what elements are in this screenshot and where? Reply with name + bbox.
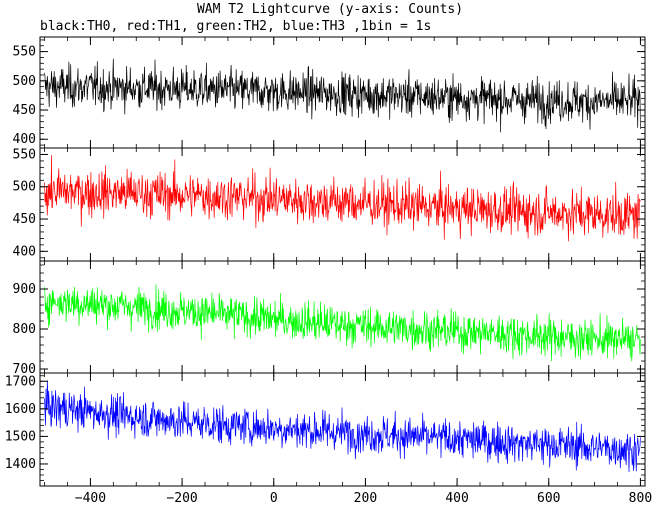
y-tick-label: 550 xyxy=(13,147,36,162)
y-tick-label: 1700 xyxy=(5,374,36,389)
series-line-th2 xyxy=(44,284,641,362)
series-line-th3 xyxy=(44,380,641,473)
panels-group: 4004505005504004505005507008009001400150… xyxy=(5,36,646,487)
y-tick-label: 500 xyxy=(13,74,36,89)
y-tick-label: 400 xyxy=(13,244,36,259)
y-tick-label: 800 xyxy=(13,322,36,337)
x-tick-label: −400 xyxy=(75,491,106,505)
panel-th0: 400 450 500 550 xyxy=(13,36,646,149)
y-tick-label: 1500 xyxy=(5,429,36,444)
y-tick-label: 700 xyxy=(13,362,36,377)
y-tick-label: 550 xyxy=(13,45,36,60)
x-tick-label: −200 xyxy=(166,491,197,505)
y-tick-label: 1600 xyxy=(5,402,36,417)
x-tick-label: 200 xyxy=(354,491,377,505)
y-tick-label: 450 xyxy=(13,103,36,118)
panel-th1: 400 450 500 550 xyxy=(13,147,646,262)
y-tick-label: 1400 xyxy=(5,457,36,472)
x-tick-label: 800 xyxy=(629,491,652,505)
y-tick-label: 450 xyxy=(13,212,36,227)
series-line-th1 xyxy=(44,155,641,242)
x-axis: −400 −200 0 200 400 600 800 xyxy=(75,491,652,505)
y-tick-label: 400 xyxy=(13,132,36,147)
panel-th3: 1400 1500 1600 1700 xyxy=(5,372,646,487)
y-tick-label: 500 xyxy=(13,180,36,195)
series-line-th0 xyxy=(44,58,641,133)
x-tick-label: 600 xyxy=(537,491,560,505)
x-tick-label: 0 xyxy=(270,491,278,505)
panel-th2: 700 800 900 xyxy=(13,260,646,377)
x-tick-label: 400 xyxy=(445,491,468,505)
chart-subtitle: black:TH0, red:TH1, green:TH2, blue:TH3 … xyxy=(40,19,431,34)
y-tick-label: 900 xyxy=(13,282,36,297)
chart-title: WAM T2 Lightcurve (y-axis: Counts) xyxy=(197,2,463,17)
